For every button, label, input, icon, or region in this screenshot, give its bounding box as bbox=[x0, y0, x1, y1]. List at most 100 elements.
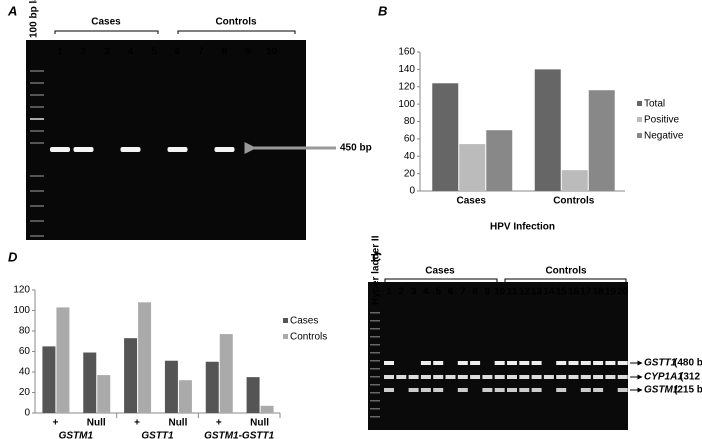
ladder-band bbox=[30, 205, 44, 207]
gel-band bbox=[556, 361, 567, 365]
bar bbox=[97, 375, 111, 413]
gel-band bbox=[580, 388, 591, 392]
bracket bbox=[384, 278, 498, 282]
gel-band bbox=[470, 375, 481, 379]
panel-letter: C bbox=[372, 249, 382, 264]
lane-number: 15 bbox=[556, 287, 568, 298]
y-tick-label: 60 bbox=[19, 346, 31, 357]
ladder-band bbox=[370, 352, 380, 354]
ladder-band bbox=[30, 106, 44, 108]
gel-band bbox=[531, 388, 542, 392]
gel-band bbox=[494, 375, 505, 379]
x-tick-label: Null bbox=[87, 418, 106, 429]
bar bbox=[83, 352, 97, 413]
y-tick-label: 80 bbox=[404, 116, 416, 127]
ladder-band bbox=[370, 368, 380, 370]
gel-band bbox=[593, 375, 604, 379]
ladder-band bbox=[370, 312, 380, 314]
bar bbox=[260, 405, 274, 413]
lane-number: 10 bbox=[494, 287, 506, 298]
gel-band bbox=[420, 388, 431, 392]
bar bbox=[178, 380, 192, 413]
ladder-band bbox=[30, 190, 44, 192]
gel-band bbox=[580, 361, 591, 365]
lane-number: 5 bbox=[151, 47, 157, 58]
y-tick-label: 160 bbox=[398, 47, 415, 58]
lane-number: 11 bbox=[507, 287, 518, 298]
gel-band bbox=[214, 147, 235, 152]
gel-band bbox=[384, 375, 394, 379]
gel-band bbox=[531, 375, 542, 379]
gel-band bbox=[593, 361, 604, 365]
gel-band bbox=[457, 375, 468, 379]
gel-band bbox=[408, 375, 419, 379]
lane-number: 3 bbox=[411, 287, 417, 298]
lane-number: 7 bbox=[198, 47, 204, 58]
lane-number: 10 bbox=[266, 47, 278, 58]
gel-band bbox=[433, 361, 444, 365]
ladder-band bbox=[30, 142, 44, 144]
gel-band bbox=[494, 361, 505, 365]
lane-number: 7 bbox=[460, 287, 466, 298]
gel-band bbox=[482, 375, 493, 379]
x-tick-label: Null bbox=[250, 418, 269, 429]
legend-label: Total bbox=[644, 99, 665, 110]
ladder-band bbox=[370, 336, 380, 338]
ladder-band bbox=[30, 118, 44, 120]
gel-band bbox=[470, 361, 481, 365]
gel-band bbox=[433, 375, 444, 379]
ladder-band bbox=[370, 344, 380, 346]
x-tick-label: + bbox=[52, 418, 58, 429]
legend-label: Negative bbox=[644, 131, 684, 142]
ladder-band bbox=[370, 376, 380, 378]
lane-number: 18 bbox=[593, 287, 605, 298]
ladder-band bbox=[370, 416, 380, 418]
y-tick-label: 20 bbox=[404, 168, 416, 179]
gel-band bbox=[167, 147, 188, 152]
gel-band bbox=[617, 375, 628, 379]
gel-band bbox=[543, 375, 554, 379]
gel-band bbox=[568, 375, 579, 379]
group-label: GSTT1 bbox=[141, 431, 174, 439]
gel-band bbox=[605, 361, 616, 365]
lane-number: 1 bbox=[386, 287, 392, 298]
lane-number: 14 bbox=[543, 287, 555, 298]
gel-band bbox=[482, 388, 493, 392]
group-label: Controls bbox=[545, 266, 587, 277]
gel-band bbox=[580, 375, 591, 379]
gel-band bbox=[507, 361, 517, 365]
y-tick-label: 40 bbox=[404, 151, 416, 162]
lane-number: 20 bbox=[617, 287, 629, 298]
ladder-label: 100 bp ladder bbox=[29, 0, 40, 38]
lane-number: 2 bbox=[399, 287, 405, 298]
legend-label: Controls bbox=[290, 332, 327, 343]
lane-number: 16 bbox=[568, 287, 580, 298]
gel-band bbox=[420, 361, 431, 365]
gel-band bbox=[73, 147, 94, 152]
gene-name: GSTM1 bbox=[644, 385, 679, 396]
legend-swatch bbox=[637, 101, 642, 106]
lane-number: 12 bbox=[519, 287, 531, 298]
gel-band bbox=[384, 388, 394, 392]
bar bbox=[205, 361, 219, 413]
y-tick-label: 80 bbox=[19, 326, 31, 337]
panel-letter: A bbox=[7, 3, 17, 18]
gene-size: (480 bp) bbox=[674, 358, 702, 369]
bar bbox=[42, 346, 56, 413]
gel-band bbox=[433, 388, 444, 392]
panel-letter: D bbox=[8, 249, 18, 264]
gel-band bbox=[408, 388, 419, 392]
bar bbox=[219, 334, 233, 413]
gel-band bbox=[445, 375, 456, 379]
x-axis-label: HPV Infection bbox=[490, 222, 555, 233]
ladder-band bbox=[30, 70, 44, 72]
gel-band bbox=[593, 388, 604, 392]
gel-band bbox=[519, 361, 530, 365]
legend-swatch bbox=[283, 334, 288, 339]
bar bbox=[56, 307, 70, 413]
panel-letter: B bbox=[378, 3, 387, 18]
y-tick-label: 20 bbox=[19, 387, 31, 398]
gene-size: (312 bp) bbox=[680, 372, 702, 383]
ladder-band bbox=[370, 320, 380, 322]
